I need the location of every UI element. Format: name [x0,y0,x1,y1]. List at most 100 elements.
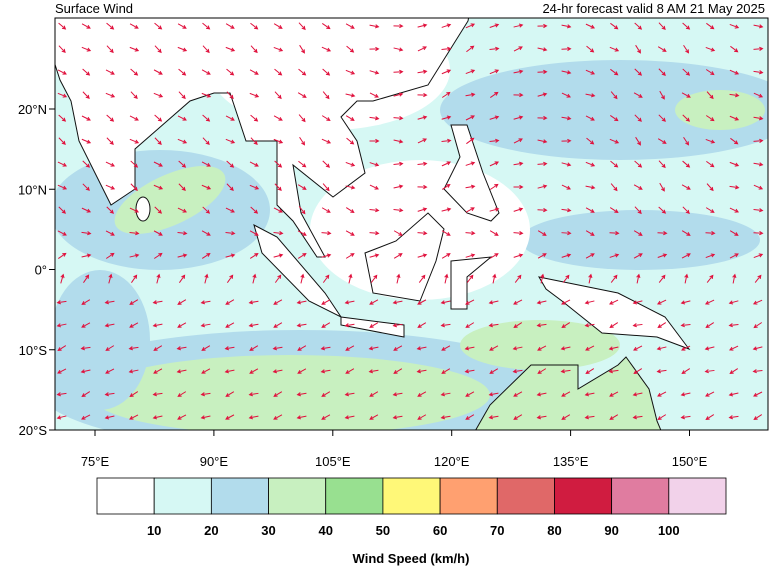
wind-arrow [680,415,691,420]
wind-arrow [225,299,235,305]
wind-arrow [104,323,115,328]
wind-arrow [417,414,427,420]
wind-arrow [729,161,740,167]
lat-label: 10°S [19,343,48,358]
wind-arrow [273,207,283,213]
wind-arrow [273,391,283,397]
wind-arrow [705,391,715,397]
wind-arrow [82,183,90,191]
wind-arrow [105,345,115,351]
wind-arrow [273,46,284,52]
wind-arrow [297,253,307,259]
wind-arrow [154,114,163,122]
wind-arrow [250,206,259,214]
wind-arrow [465,69,476,75]
wind-arrow [296,392,307,397]
wind-arrow [344,300,355,305]
wind-arrow [345,230,355,236]
wind-arrow [178,68,187,76]
wind-arrow [345,253,355,259]
wind-arrow [681,230,691,236]
wind-arrow [177,23,187,29]
wind-arrow [393,345,403,351]
wind-arrow [57,345,67,351]
wind-arrow [609,414,619,420]
legend-tick-label: 20 [204,523,218,538]
borneo [364,212,445,302]
wind-arrow [201,345,211,351]
wind-arrow [441,161,452,167]
wind-arrow [129,391,139,397]
wind-arrow [537,161,548,166]
wind-arrow [465,184,476,189]
wind-arrow [297,230,307,236]
wind-arrow [633,368,643,374]
wind-arrow [57,184,68,190]
wind-arrow [489,183,499,190]
wind-arrow [706,274,714,283]
wind-arrow [273,115,283,121]
wind-arrow [729,253,739,259]
legend-swatch [382,477,441,515]
sulawesi [450,256,493,310]
wind-arrow [104,392,115,397]
wind-arrow [226,274,234,283]
wind-arrow [369,208,380,213]
wind-arrow [346,45,355,53]
wind-arrow [680,392,691,397]
wind-arrow [537,69,548,75]
wind-arrow [513,161,524,166]
wind-arrow [129,138,140,144]
wind-arrow [225,322,235,328]
wind-arrow [104,415,115,420]
wind-arrow [705,115,715,122]
wind-arrow [417,92,428,98]
wind-arrow [632,415,643,420]
wind-arrow [682,22,691,30]
wind-arrow [298,160,307,168]
wind-arrow [393,161,404,166]
wind-arrow [513,138,523,144]
wind-arrow [657,322,667,329]
wind-arrow [537,23,548,29]
wind-arrow [202,206,211,214]
wind-arrow [752,346,763,351]
wind-arrow [513,322,523,328]
wind-arrow [248,415,259,420]
wind-arrow [489,138,500,143]
wind-arrow [393,253,403,259]
legend-swatch [268,477,327,515]
wind-arrow [176,346,187,351]
wind-arrow [225,23,235,29]
wind-arrow [105,161,115,167]
wind-arrow [128,369,139,374]
wind-arrow [154,137,162,146]
wind-arrow [729,185,740,190]
wind-arrow [560,369,571,374]
wind-arrow [635,136,641,146]
wind-arrow [272,346,283,351]
zone [55,270,150,410]
wind-arrow [706,160,715,168]
wind-arrow [512,369,523,374]
wind-arrow [250,137,258,146]
wind-arrow [250,22,259,30]
wind-arrow [540,273,545,284]
wind-arrow [57,161,68,167]
wind-arrow [513,231,524,236]
title: Surface Wind [55,1,133,16]
axes: 20°N 10°N 0° 10°S 20°S 75°E 90°E 105°E 120°E 135°… [18,102,708,469]
wind-arrow [249,161,259,167]
wind-arrow [81,138,92,144]
wind-arrow [465,92,476,97]
zone [440,60,768,160]
wind-arrow [488,415,499,420]
wind-arrow [393,116,404,121]
wind-arrow [368,369,379,374]
wind-arrow [274,91,282,100]
wind-arrow [657,391,667,397]
wind-arrow [635,44,641,54]
wind-arrow [753,24,764,29]
wind-arrow [416,346,427,351]
wind-arrow [706,91,714,100]
